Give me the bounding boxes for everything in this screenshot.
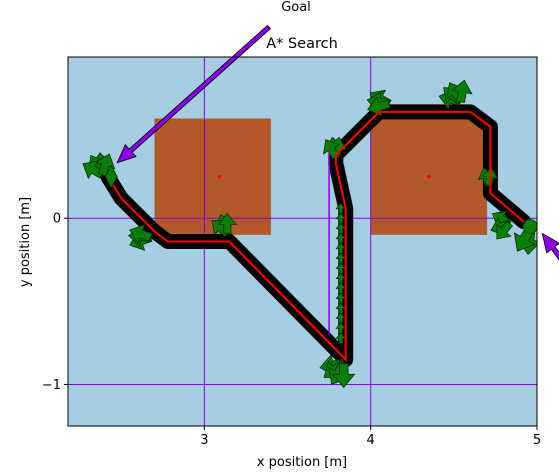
y-axis-label: y position [m]	[18, 197, 33, 287]
pose-arrow-36	[335, 292, 347, 304]
pose-arrow-40	[335, 252, 347, 264]
goal-annotation-arrow	[116, 24, 272, 164]
pose-arrow-38	[335, 272, 347, 284]
pose-arrows	[82, 79, 537, 389]
start-marker	[522, 219, 537, 235]
plot-frame	[67, 56, 538, 427]
x-tick-label: 5	[533, 433, 541, 448]
pose-arrow-3	[82, 160, 105, 180]
obstacle-center-1	[217, 174, 222, 179]
pose-arrow-17	[322, 139, 341, 160]
pose-arrow-14	[332, 363, 356, 389]
pose-arrow-43	[335, 222, 347, 234]
pose-arrow-44	[335, 212, 347, 224]
x-tick-label: 3	[200, 433, 208, 448]
pose-arrow-35	[335, 302, 347, 314]
pose-arrow-42	[335, 232, 347, 244]
pose-arrow-29	[496, 220, 514, 240]
pose-arrow-45	[335, 202, 347, 214]
y-tick-label: −1	[42, 378, 61, 393]
obstacle-1	[154, 118, 271, 235]
planned-path-line	[107, 110, 525, 362]
obstacles	[154, 118, 488, 235]
pose-arrow-39	[335, 262, 347, 274]
pose-arrow-37	[335, 282, 347, 294]
pose-arrow-20	[367, 95, 391, 117]
obstacle-center-2	[427, 174, 431, 179]
x-tick-label: 4	[367, 433, 375, 448]
endpoint-markers	[104, 164, 537, 235]
annotation-arrows	[116, 24, 559, 261]
goal-marker	[104, 164, 118, 189]
goal-annotation: Goal	[281, 0, 311, 15]
start-pointer-arrow	[541, 232, 559, 261]
y-tick-label: 0	[53, 212, 61, 227]
planned-path	[107, 110, 525, 362]
axis-ticks: 3 4 5 0 −1	[42, 212, 541, 448]
pose-arrow-24	[451, 79, 473, 103]
pose-arrow-32	[335, 332, 347, 344]
pose-arrow-41	[335, 242, 347, 254]
pose-arrow-34	[335, 312, 347, 324]
x-axis-label: x position [m]	[257, 455, 347, 470]
pose-arrow-7	[129, 224, 153, 245]
pose-arrow-10	[217, 212, 238, 234]
pose-arrow-33	[335, 322, 347, 334]
chart-title: A* Search	[266, 36, 338, 52]
pose-arrow-4	[95, 153, 116, 177]
